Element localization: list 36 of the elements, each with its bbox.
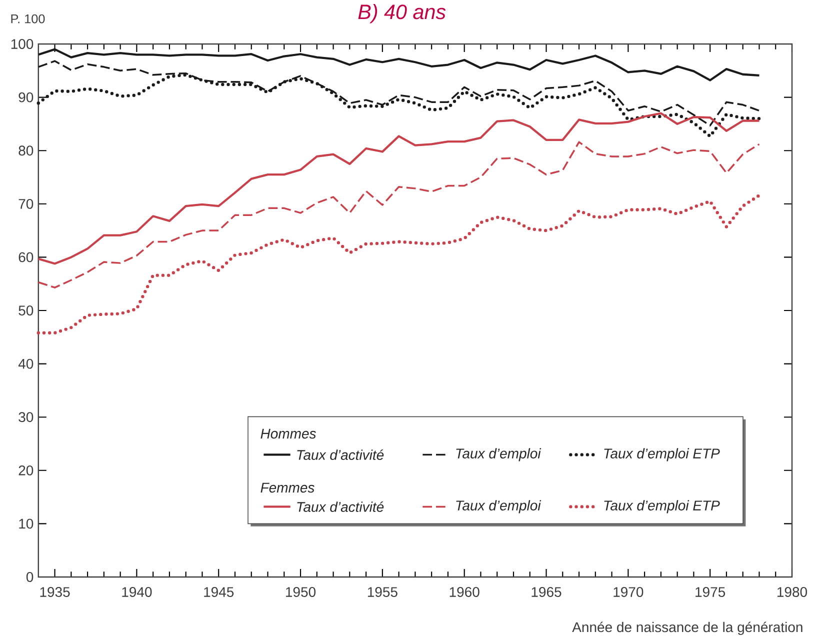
line-series (37, 112, 760, 265)
y-tick-label: 10 (19, 518, 34, 529)
legend-label: Taux d’emploi ETP (604, 500, 720, 514)
x-axis-title: Année de naissance de la génération (572, 622, 802, 635)
y-tick-label: 90 (18, 92, 34, 102)
x-tick-label: 1965 (532, 587, 562, 597)
y-tick-label: 50 (18, 306, 34, 316)
y-tick-label: 70 (18, 198, 34, 209)
legend-label: Taux d’emploi (456, 500, 542, 514)
legend-label: Taux d’emploi (456, 448, 542, 462)
x-tick-label: 1935 (40, 587, 70, 597)
y-tick-label: 60 (18, 252, 34, 262)
line-series (36, 194, 761, 334)
x-tick-label: 1945 (204, 587, 234, 597)
x-tick-label: 1955 (368, 587, 398, 597)
y-tick-label: 80 (18, 146, 34, 156)
line-series (38, 141, 760, 288)
x-tick-label: 1975 (696, 587, 726, 597)
legend-label: Taux d’activité (297, 449, 384, 460)
x-tick-label: 1950 (286, 587, 316, 597)
x-tick-label: 1980 (777, 587, 808, 597)
annotation: Hommes (260, 428, 316, 439)
line-series (37, 48, 760, 82)
y-tick-label: 100 (11, 39, 34, 49)
y-tick-label: 40 (18, 358, 34, 369)
legend-label: Taux d’activité (297, 501, 384, 512)
y-axis-title: P. 100 (11, 14, 45, 24)
y-tick-label: 30 (18, 412, 34, 422)
legend-label: Taux d’emploi ETP (604, 448, 720, 462)
x-tick-label: 1960 (450, 587, 480, 597)
x-tick-label: 1940 (122, 587, 152, 597)
x-tick-label: 1970 (614, 587, 644, 597)
annotation: Femmes (260, 482, 314, 493)
y-tick-label: 0 (26, 572, 34, 582)
chart-title: B) 40 ans (358, 4, 446, 24)
y-tick-label: 20 (18, 465, 34, 476)
